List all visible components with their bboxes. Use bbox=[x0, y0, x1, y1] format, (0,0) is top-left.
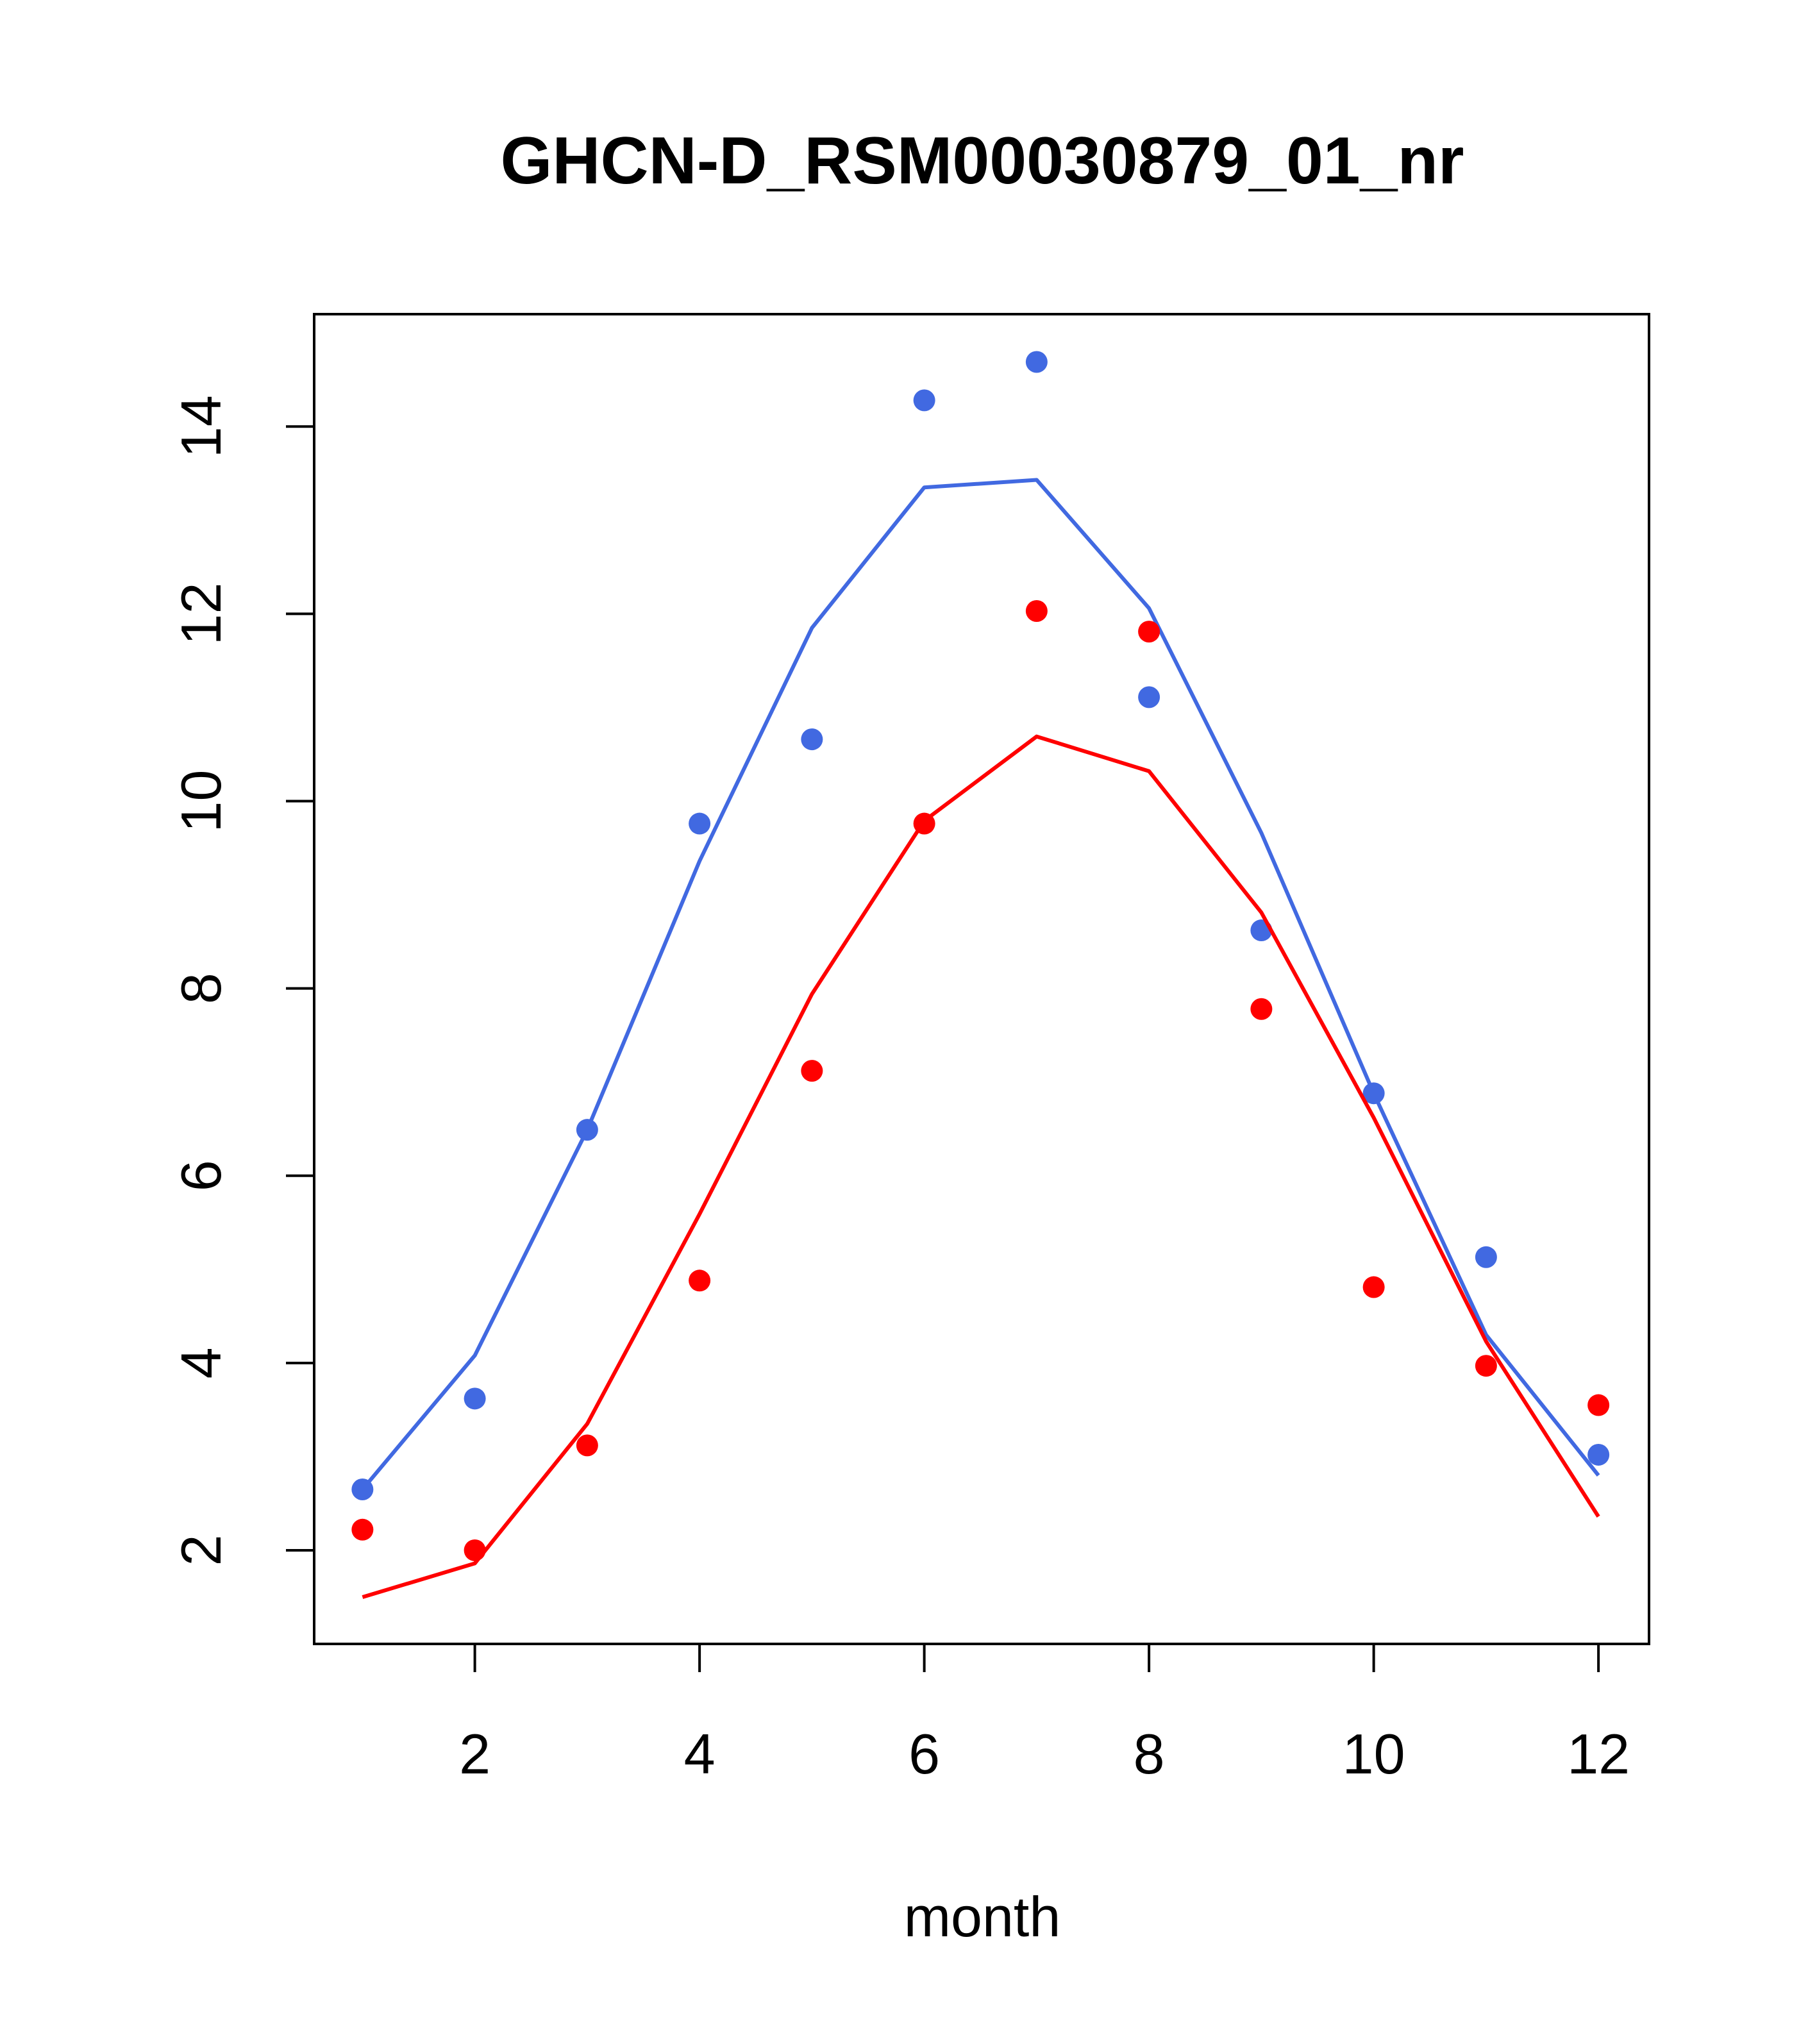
y-tick-label: 12 bbox=[169, 582, 233, 645]
x-tick-label: 10 bbox=[1343, 1722, 1405, 1786]
series-0-point bbox=[689, 812, 711, 835]
series-1-point bbox=[689, 1269, 711, 1292]
series-1-point bbox=[1475, 1355, 1497, 1377]
series-1-point bbox=[913, 812, 935, 835]
series-1-point bbox=[1138, 621, 1160, 643]
series-0-point bbox=[1362, 1082, 1385, 1105]
series-0-point bbox=[351, 1479, 374, 1501]
y-tick-label: 14 bbox=[169, 395, 233, 458]
x-tick-label: 6 bbox=[908, 1722, 940, 1786]
series-1-line bbox=[362, 734, 1600, 1599]
series-1-point bbox=[801, 1060, 823, 1082]
series-0-point bbox=[1138, 686, 1160, 708]
series-0-point bbox=[1475, 1246, 1497, 1268]
series-0-point bbox=[913, 389, 935, 412]
series-1-point bbox=[1250, 998, 1273, 1020]
series-1-point bbox=[464, 1539, 486, 1561]
x-axis: 2 4 6 8 10 12 bbox=[459, 1643, 1630, 1786]
series-0 bbox=[351, 351, 1610, 1501]
x-tick-label: 4 bbox=[684, 1722, 716, 1786]
x-tick-label: 8 bbox=[1134, 1722, 1165, 1786]
series-1 bbox=[351, 599, 1610, 1599]
y-tick-label: 4 bbox=[169, 1347, 233, 1378]
series-1-point bbox=[576, 1434, 598, 1457]
series-0-point bbox=[1587, 1443, 1610, 1466]
series-1-point bbox=[351, 1518, 374, 1541]
y-axis: 2 4 6 8 10 12 14 bbox=[169, 395, 315, 1566]
x-axis-label: month bbox=[904, 1885, 1061, 1948]
y-tick-label: 8 bbox=[169, 973, 233, 1004]
series-1-point bbox=[1025, 599, 1048, 622]
series-1-point bbox=[1587, 1394, 1610, 1416]
series-0-line bbox=[361, 478, 1600, 1491]
series-1-point bbox=[1362, 1276, 1385, 1298]
chart-title: GHCN-D_RSM00030879_01_nr bbox=[501, 124, 1464, 198]
series-0-point bbox=[464, 1387, 486, 1410]
series-0-point bbox=[1025, 351, 1048, 373]
y-tick-label: 2 bbox=[169, 1534, 233, 1566]
y-tick-label: 6 bbox=[169, 1160, 233, 1191]
series-layer bbox=[351, 351, 1610, 1599]
x-tick-label: 2 bbox=[459, 1722, 490, 1786]
x-tick-label: 12 bbox=[1567, 1722, 1630, 1786]
series-0-point bbox=[801, 728, 823, 751]
y-tick-label: 10 bbox=[169, 770, 233, 833]
series-0-point bbox=[576, 1119, 598, 1141]
